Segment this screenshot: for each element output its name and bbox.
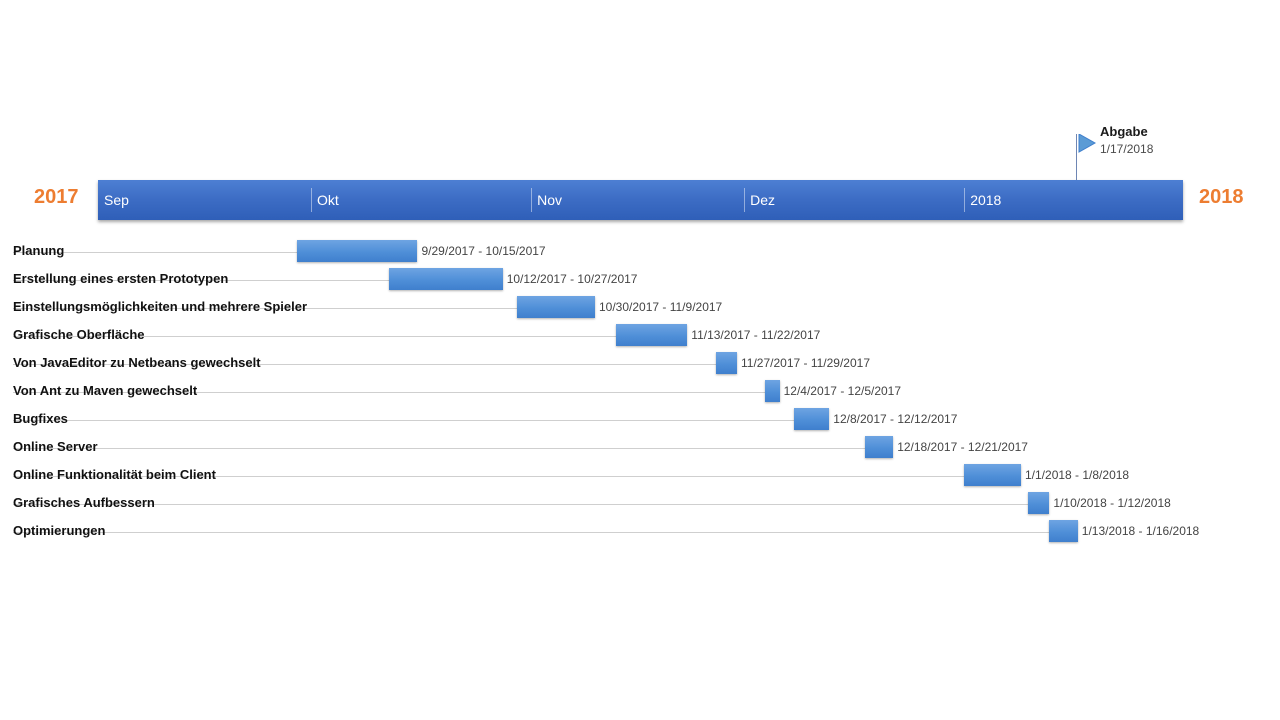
task-name: Von Ant zu Maven gewechselt [13, 383, 198, 398]
task-row: Online Funktionalität beim Client 1/1/201… [0, 462, 1280, 490]
month-divider [311, 188, 312, 212]
task-name: Grafische Oberfläche [13, 327, 145, 342]
task-row: Von Ant zu Maven gewechselt 12/4/2017 - 1… [0, 378, 1280, 406]
task-date-range: 10/30/2017 - 11/9/2017 [599, 300, 723, 314]
task-row: Planung 9/29/2017 - 10/15/2017 [0, 238, 1280, 266]
task-row: Online Server 12/18/2017 - 12/21/2017 [0, 434, 1280, 462]
task-leader-line [13, 504, 1029, 505]
task-leader-line [13, 336, 617, 337]
milestone-date: 1/17/2018 [1100, 142, 1154, 156]
task-bar [964, 464, 1021, 486]
task-name: Von JavaEditor zu Netbeans gewechselt [13, 355, 261, 370]
task-date-range: 12/18/2017 - 12/21/2017 [897, 440, 1028, 454]
milestone-line [1076, 134, 1077, 180]
task-leader-line [13, 252, 297, 253]
task-date-range: 12/4/2017 - 12/5/2017 [783, 384, 902, 398]
task-name: Optimierungen [13, 523, 106, 538]
task-date-range: 11/27/2017 - 11/29/2017 [741, 356, 870, 370]
month-label: Dez [750, 192, 775, 208]
task-bar [715, 352, 737, 374]
timeline-axis: Sep Okt Nov Dez 2018 [98, 180, 1183, 220]
month-label: Sep [104, 192, 129, 208]
task-bar [389, 268, 503, 290]
task-bar [296, 240, 418, 262]
month-label: 2018 [970, 192, 1002, 208]
task-name: Online Funktionalität beim Client [13, 467, 216, 482]
task-row: Erstellung eines ersten Prototypen 10/12/… [0, 266, 1280, 294]
flag-icon [1078, 134, 1097, 153]
month-divider [744, 188, 746, 212]
task-row: Bugfixes 12/8/2017 - 12/12/2017 [0, 406, 1280, 434]
month-label: Nov [537, 192, 562, 208]
task-name: Grafisches Aufbessern [13, 495, 155, 510]
task-row: Grafische Oberfläche 11/13/2017 - 11/22/2… [0, 322, 1280, 350]
task-date-range: 12/8/2017 - 12/12/2017 [833, 412, 958, 426]
month-label: Okt [317, 192, 339, 208]
year-end-label: 2018 [1199, 186, 1244, 208]
task-bar [516, 296, 595, 318]
task-name: Einstellungsmöglichkeiten und mehrere Sp… [13, 299, 308, 314]
task-bar [864, 436, 894, 458]
task-name: Online Server [13, 439, 98, 454]
task-leader-line [13, 308, 517, 309]
task-date-range: 10/12/2017 - 10/27/2017 [506, 272, 638, 286]
task-name: Planung [13, 243, 65, 258]
task-bar [765, 380, 780, 402]
task-leader-line [13, 280, 390, 281]
task-row: Einstellungsmöglichkeiten und mehrere Sp… [0, 294, 1280, 322]
task-bar [1049, 520, 1078, 542]
task-date-range: 11/13/2017 - 11/22/2017 [691, 328, 821, 342]
task-leader-line [13, 532, 1050, 533]
task-row: Von JavaEditor zu Netbeans gewechselt 11/… [0, 350, 1280, 378]
task-name: Erstellung eines ersten Prototypen [13, 271, 229, 286]
milestone-title: Abgabe [1100, 124, 1148, 139]
task-leader-line [13, 420, 794, 421]
task-name: Bugfixes [13, 411, 68, 426]
task-leader-line [13, 392, 766, 393]
task-date-range: 9/29/2017 - 10/15/2017 [421, 244, 546, 258]
task-leader-line [13, 476, 965, 477]
month-divider [531, 188, 533, 212]
task-date-range: 1/10/2018 - 1/12/2018 [1053, 496, 1171, 510]
task-bar [1028, 492, 1050, 514]
task-date-range: 1/1/2018 - 1/8/2018 [1025, 468, 1130, 482]
task-bar [616, 324, 688, 346]
task-row: Grafisches Aufbessern 1/10/2018 - 1/12/20… [0, 490, 1280, 518]
task-leader-line [13, 364, 716, 365]
task-date-range: 1/13/2018 - 1/16/2018 [1081, 524, 1200, 538]
month-divider [964, 188, 966, 212]
year-start-label: 2017 [34, 186, 79, 208]
task-bar [793, 408, 830, 430]
task-leader-line [13, 448, 865, 449]
task-row: Optimierungen 1/13/2018 - 1/16/2018 [0, 518, 1280, 546]
